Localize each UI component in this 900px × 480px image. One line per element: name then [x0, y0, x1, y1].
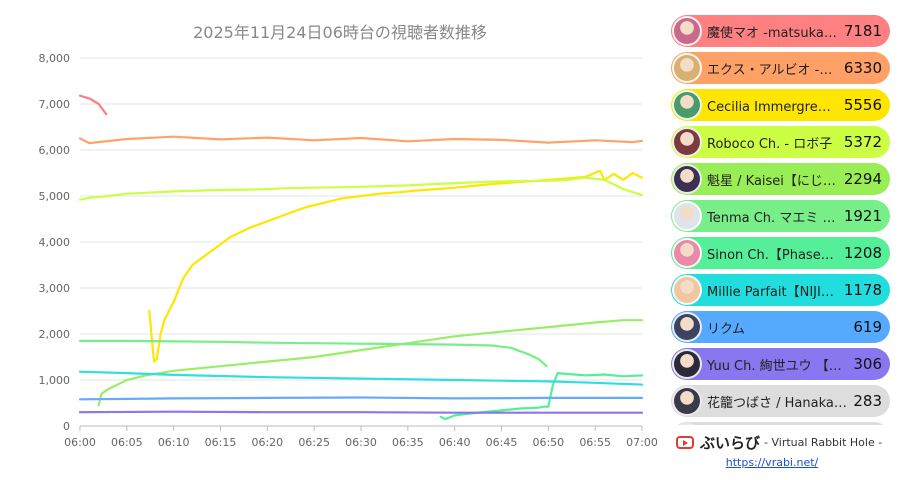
avatar — [672, 386, 702, 416]
x-tick-label: 06:10 — [158, 436, 190, 449]
avatar — [672, 238, 702, 268]
avatar — [672, 275, 702, 305]
x-tick-label: 06:00 — [64, 436, 96, 449]
avatar — [672, 127, 702, 157]
series-line-2 — [80, 137, 642, 143]
avatar — [672, 53, 702, 83]
series-line-10 — [80, 412, 642, 413]
legend-item[interactable]: Tenma Ch. マエミ テンマ 1921 — [671, 200, 890, 232]
series-line-9 — [80, 398, 642, 400]
legend-name: Millie Parfait【NIJISANJI EN】 — [707, 281, 838, 300]
line-chart: 2025年11月24日06時台の視聴者数推移 0 1,000 2,000 3,000 4… — [0, 0, 670, 480]
x-tick-label: 06:20 — [251, 436, 283, 449]
avatar — [672, 423, 702, 425]
y-tick-label: 2,000 — [39, 328, 71, 341]
brand-subtitle: - Virtual Rabbit Hole - — [764, 436, 882, 449]
chart-title: 2025年11月24日06時台の視聴者数推移 — [193, 23, 487, 42]
x-tick-label: 06:35 — [392, 436, 424, 449]
legend-name: 花籠つばさ / Hanakago Tsubasa — [707, 392, 847, 411]
avatar — [672, 164, 702, 194]
legend-name: Yuu Ch. 絢世ユウ 【にじさんじ】 — [707, 355, 847, 374]
legend-value: 7181 — [844, 22, 882, 40]
avatar — [672, 90, 702, 120]
brand[interactable]: ぶいらび - Virtual Rabbit Hole - — [676, 432, 896, 453]
x-tick-label: 06:25 — [298, 436, 330, 449]
series-line-1 — [80, 96, 106, 114]
x-tick-label: 06:55 — [579, 436, 611, 449]
legend-name: Sinon Ch.【Phase Connect】 — [707, 244, 838, 263]
legend-item[interactable]: Roboco Ch. - ロボ子 5372 — [671, 126, 890, 158]
legend-item[interactable]: 花籠つばさ / Hanakago Tsubasa 283 — [671, 385, 890, 417]
x-tick-label: 06:45 — [486, 436, 518, 449]
legend-value: 1208 — [844, 244, 882, 262]
legend-item[interactable]: Yuu Ch. 絢世ユウ 【にじさんじ】 306 — [671, 348, 890, 380]
avatar — [672, 201, 702, 231]
legend-item[interactable]: エクス・アルビオ -Ex Albio-【にじさんじ】 6330 — [671, 52, 890, 84]
legend-name: Cecilia Immergreen【hololive EN】 — [707, 96, 838, 115]
legend-item[interactable]: Cecilia Immergreen【hololive EN】 5556 — [671, 89, 890, 121]
legend-item[interactable]: リクム 619 — [671, 311, 890, 343]
legend-value: 1178 — [844, 281, 882, 299]
x-tick-label: 06:50 — [532, 436, 564, 449]
legend-item[interactable]: 魁星 / Kaisei【にじさんじ】 2294 — [671, 163, 890, 195]
series-line-5 — [99, 320, 642, 405]
legend-name: リクム — [707, 318, 847, 337]
legend-item[interactable]: 魔使マオ -matsukai mao-【にじさんじ】 7181 — [671, 15, 890, 47]
legend-value: 619 — [853, 318, 882, 336]
x-tick-label: 06:40 — [439, 436, 471, 449]
x-tick-label: 07:00 — [626, 436, 658, 449]
legend-value: 306 — [853, 355, 882, 373]
avatar — [672, 349, 702, 379]
y-tick-label: 8,000 — [39, 52, 71, 65]
y-tick-label: 7,000 — [39, 98, 71, 111]
legend-value: 1921 — [844, 207, 882, 225]
legend-value: 6330 — [844, 59, 882, 77]
avatar — [672, 16, 702, 46]
x-tick-label: 06:05 — [111, 436, 143, 449]
y-tick-label: 3,000 — [39, 282, 71, 295]
play-icon — [676, 436, 694, 449]
brand-name: ぶいらび — [700, 432, 760, 453]
legend-item[interactable]: Millie Parfait【NIJISANJI EN】 1178 — [671, 274, 890, 306]
legend-value: 283 — [853, 392, 882, 410]
avatar — [672, 312, 702, 342]
legend-name: Roboco Ch. - ロボ子 — [707, 133, 838, 152]
x-tick-label: 06:30 — [345, 436, 377, 449]
y-tick-label: 6,000 — [39, 144, 71, 157]
y-tick-label: 5,000 — [39, 190, 71, 203]
legend-value: 5556 — [844, 96, 882, 114]
legend-name: 魁星 / Kaisei【にじさんじ】 — [707, 170, 838, 189]
legend: 魔使マオ -matsukai mao-【にじさんじ】 7181 エクス・アルビオ -… — [671, 15, 890, 425]
series-line-6 — [80, 341, 547, 366]
y-tick-label: 1,000 — [39, 374, 71, 387]
y-tick-label: 0 — [63, 420, 70, 433]
y-tick-label: 4,000 — [39, 236, 71, 249]
site-link[interactable]: https://vrabi.net/ — [676, 456, 896, 469]
legend-item[interactable]: Sinon Ch.【Phase Connect】 1208 — [671, 237, 890, 269]
legend-name: Tenma Ch. マエミ テンマ — [707, 207, 838, 226]
series-line-3 — [149, 171, 642, 362]
legend-value: 2294 — [844, 170, 882, 188]
x-tick-label: 06:15 — [205, 436, 237, 449]
legend-name: 魔使マオ -matsukai mao-【にじさんじ】 — [707, 22, 838, 41]
legend-value: 5372 — [844, 133, 882, 151]
legend-item[interactable]: Sandy Yamazaki232 — [671, 422, 890, 425]
footer: ぶいらび - Virtual Rabbit Hole - https://vra… — [676, 432, 896, 469]
legend-name: エクス・アルビオ -Ex Albio-【にじさんじ】 — [707, 59, 838, 78]
